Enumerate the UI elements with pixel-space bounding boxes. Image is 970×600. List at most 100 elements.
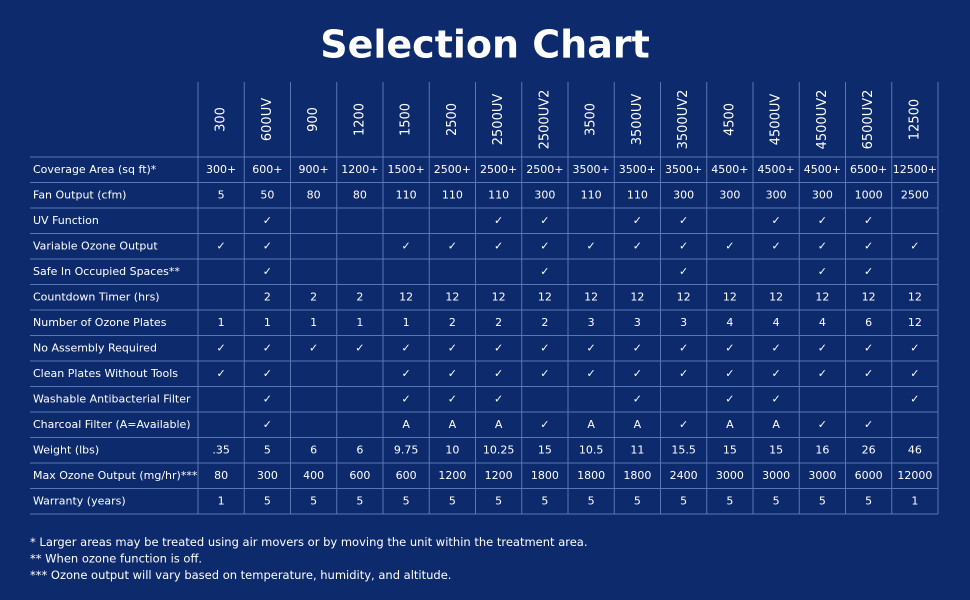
cell: A <box>495 418 503 431</box>
cell: 1 <box>310 316 317 329</box>
cell: ✓ <box>679 214 688 227</box>
cell: ✓ <box>263 341 272 354</box>
cell: ✓ <box>818 418 827 431</box>
cell: ✓ <box>679 341 688 354</box>
cell: ✓ <box>772 367 781 380</box>
cell: ✓ <box>772 239 781 252</box>
cell: ✓ <box>679 239 688 252</box>
row-label: Number of Ozone Plates <box>33 316 167 329</box>
cell: 5 <box>218 188 225 201</box>
cell: A <box>587 418 595 431</box>
cell: 5 <box>403 494 410 507</box>
cell: ✓ <box>494 214 503 227</box>
cell: 4500+ <box>804 163 841 176</box>
cell: 1200 <box>485 469 513 482</box>
cell: ✓ <box>633 214 642 227</box>
cell: 15 <box>769 443 783 456</box>
cell: 5 <box>449 494 456 507</box>
cell: 10.25 <box>483 443 515 456</box>
row-label: Warranty (years) <box>33 494 126 507</box>
cell: 4 <box>773 316 780 329</box>
cell: 300 <box>673 188 694 201</box>
cell: ✓ <box>818 214 827 227</box>
cell: 12 <box>630 290 644 303</box>
cell: 4 <box>819 316 826 329</box>
cell: 600 <box>396 469 417 482</box>
cell: 2400 <box>670 469 698 482</box>
cell: 2500+ <box>480 163 517 176</box>
cell: 6 <box>310 443 317 456</box>
cell: ✓ <box>725 392 734 405</box>
cell: ✓ <box>633 367 642 380</box>
cell: 12 <box>677 290 691 303</box>
cell: 3000 <box>716 469 744 482</box>
cell: 1200+ <box>341 163 378 176</box>
cell: 900+ <box>299 163 329 176</box>
cell: 10 <box>445 443 459 456</box>
column-header: 3500UV2 <box>676 90 691 150</box>
row-label: Charcoal Filter (A=Available) <box>33 418 191 431</box>
cell: 5 <box>541 494 548 507</box>
cell: 110 <box>396 188 417 201</box>
row-label: Max Ozone Output (mg/hr)*** <box>33 469 198 482</box>
cell: ✓ <box>448 367 457 380</box>
cell: 1 <box>911 494 918 507</box>
cell: 3000 <box>762 469 790 482</box>
cell: 3000 <box>808 469 836 482</box>
cell: 600 <box>349 469 370 482</box>
cell: ✓ <box>494 367 503 380</box>
cell: A <box>726 418 734 431</box>
column-header: 3500 <box>584 103 599 136</box>
cell: 110 <box>488 188 509 201</box>
cell: ✓ <box>217 341 226 354</box>
cell: 2500+ <box>434 163 471 176</box>
cell: 4500+ <box>758 163 795 176</box>
cell: 300 <box>534 188 555 201</box>
cell: ✓ <box>263 418 272 431</box>
cell: 5 <box>264 443 271 456</box>
cell: 2 <box>495 316 502 329</box>
column-header: 4500UV <box>769 94 784 146</box>
cell: ✓ <box>633 392 642 405</box>
cell: ✓ <box>309 341 318 354</box>
cell: ✓ <box>263 367 272 380</box>
column-header: 300 <box>214 107 229 132</box>
cell: 5 <box>264 494 271 507</box>
cell: 3500+ <box>619 163 656 176</box>
column-header: 2500UV2 <box>537 90 552 150</box>
cell: 1 <box>264 316 271 329</box>
cell: 12 <box>862 290 876 303</box>
row-label: Countdown Timer (hrs) <box>33 290 160 303</box>
cell: ✓ <box>540 367 549 380</box>
cell: 3500+ <box>665 163 702 176</box>
column-header: 3500UV <box>630 94 645 146</box>
cell: ✓ <box>910 367 919 380</box>
cell: 2500 <box>901 188 929 201</box>
row-label: Coverage Area (sq ft)* <box>33 163 157 176</box>
cell: A <box>402 418 410 431</box>
cell: ✓ <box>217 367 226 380</box>
cell: ✓ <box>864 214 873 227</box>
cell: 110 <box>581 188 602 201</box>
row-label: Clean Plates Without Tools <box>33 367 178 380</box>
cell: 5 <box>680 494 687 507</box>
cell: ✓ <box>633 341 642 354</box>
column-header: 1500 <box>399 103 414 136</box>
cell: ✓ <box>864 341 873 354</box>
footnote: ** When ozone function is off. <box>30 552 202 566</box>
cell: ✓ <box>540 418 549 431</box>
cell: .35 <box>212 443 230 456</box>
cell: 5 <box>495 494 502 507</box>
cell: ✓ <box>818 341 827 354</box>
cell: 2 <box>310 290 317 303</box>
cell: 300+ <box>206 163 236 176</box>
cell: ✓ <box>910 239 919 252</box>
column-header: 2500 <box>445 103 460 136</box>
cell: ✓ <box>679 265 688 278</box>
cell: 12 <box>769 290 783 303</box>
cell: ✓ <box>725 367 734 380</box>
cell: ✓ <box>587 239 596 252</box>
cell: 5 <box>819 494 826 507</box>
